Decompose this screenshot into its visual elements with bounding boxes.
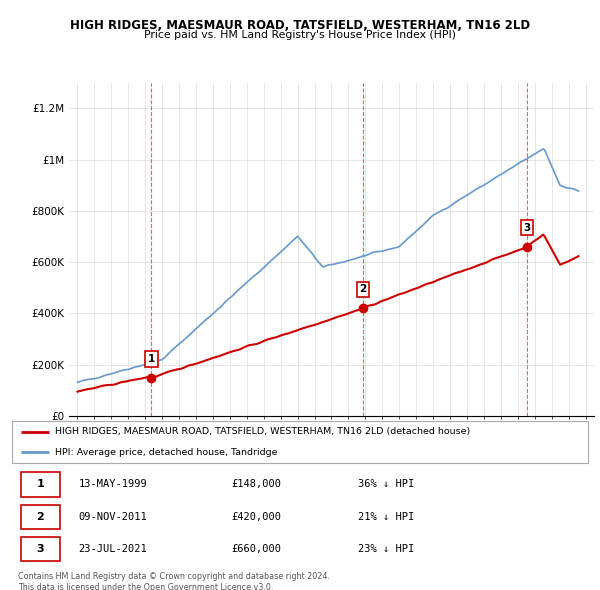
Text: £148,000: £148,000 [231,479,281,489]
Text: HIGH RIDGES, MAESMAUR ROAD, TATSFIELD, WESTERHAM, TN16 2LD: HIGH RIDGES, MAESMAUR ROAD, TATSFIELD, W… [70,19,530,32]
Text: 13-MAY-1999: 13-MAY-1999 [78,479,147,489]
Text: HPI: Average price, detached house, Tandridge: HPI: Average price, detached house, Tand… [55,448,278,457]
Text: 1: 1 [37,479,44,489]
Text: 36% ↓ HPI: 36% ↓ HPI [358,479,414,489]
Text: HIGH RIDGES, MAESMAUR ROAD, TATSFIELD, WESTERHAM, TN16 2LD (detached house): HIGH RIDGES, MAESMAUR ROAD, TATSFIELD, W… [55,427,470,436]
Text: 23-JUL-2021: 23-JUL-2021 [78,545,147,555]
Text: 2: 2 [359,284,367,294]
Text: 3: 3 [523,222,531,232]
Text: 2: 2 [37,512,44,522]
Text: 09-NOV-2011: 09-NOV-2011 [78,512,147,522]
Text: 3: 3 [37,545,44,555]
FancyBboxPatch shape [20,537,60,562]
Text: 1: 1 [148,354,155,364]
Text: £420,000: £420,000 [231,512,281,522]
Text: 23% ↓ HPI: 23% ↓ HPI [358,545,414,555]
Text: Price paid vs. HM Land Registry's House Price Index (HPI): Price paid vs. HM Land Registry's House … [144,30,456,40]
FancyBboxPatch shape [20,504,60,529]
Text: £660,000: £660,000 [231,545,281,555]
FancyBboxPatch shape [20,472,60,497]
Text: 21% ↓ HPI: 21% ↓ HPI [358,512,414,522]
Text: Contains HM Land Registry data © Crown copyright and database right 2024.
This d: Contains HM Land Registry data © Crown c… [18,572,330,590]
